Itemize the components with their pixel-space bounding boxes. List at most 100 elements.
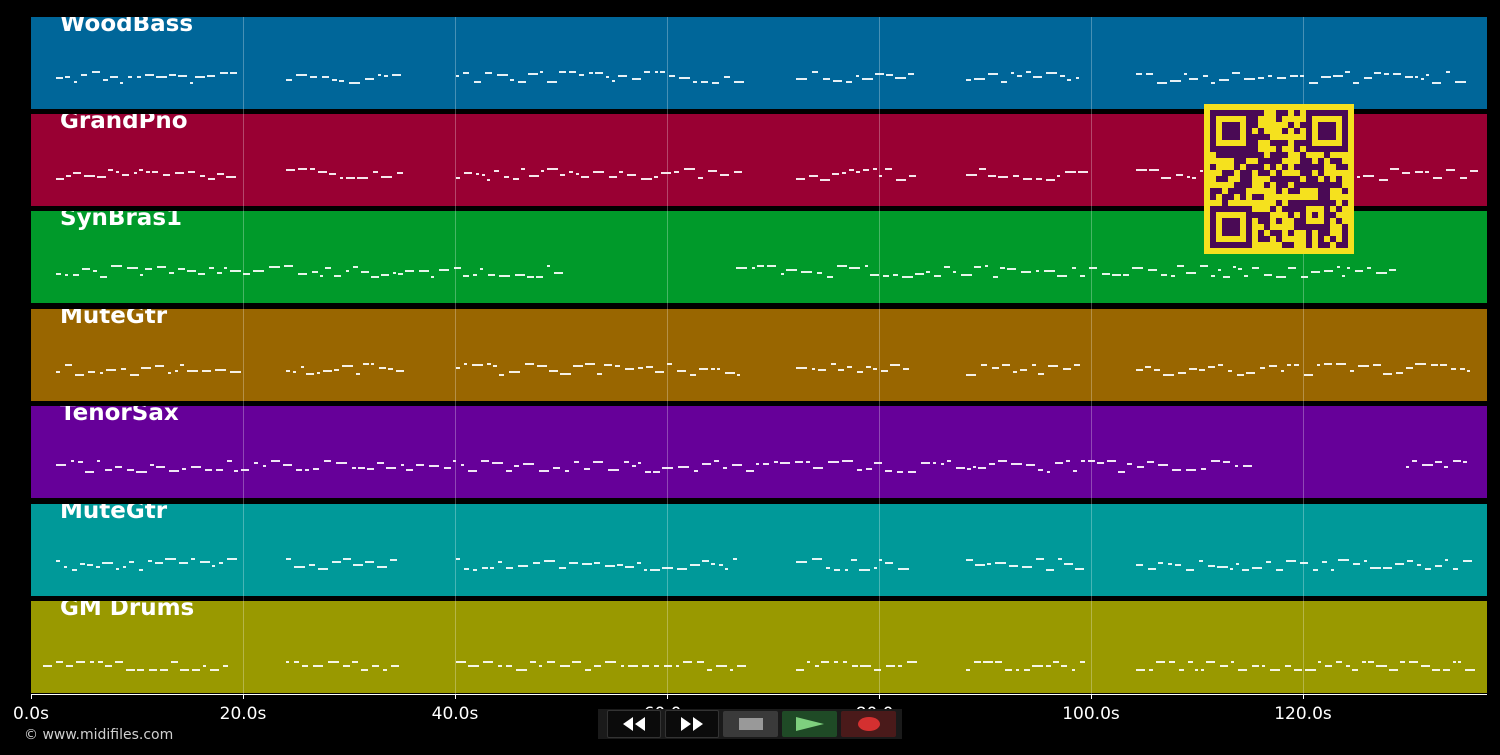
midi-note <box>296 469 302 471</box>
midi-note <box>373 171 378 173</box>
track-lane[interactable]: MuteGtr <box>31 504 1487 596</box>
midi-note <box>818 369 826 371</box>
midi-note <box>416 464 424 466</box>
grid-line <box>1303 17 1304 694</box>
midi-note <box>188 171 195 173</box>
midi-note <box>498 561 502 563</box>
midi-note <box>71 460 74 462</box>
midi-note <box>716 665 727 667</box>
midi-note <box>1305 669 1316 671</box>
midi-note <box>75 374 84 376</box>
midi-note <box>796 367 807 369</box>
track-lane[interactable]: TenorSax <box>31 406 1487 498</box>
midi-note <box>200 561 210 563</box>
midi-note <box>615 365 620 367</box>
midi-note <box>269 266 280 268</box>
midi-note <box>953 271 956 273</box>
midi-note <box>893 274 898 276</box>
midi-note <box>498 665 502 667</box>
midi-note <box>1370 567 1381 569</box>
midi-note <box>1325 665 1332 667</box>
midi-note <box>837 265 847 267</box>
midi-note <box>377 462 384 464</box>
midi-note <box>1432 669 1440 671</box>
stop-icon <box>738 718 763 730</box>
midi-note <box>168 372 171 374</box>
midi-note <box>1406 466 1409 468</box>
midi-note <box>146 171 150 173</box>
midi-note <box>1057 275 1067 277</box>
midi-note <box>989 463 995 465</box>
midi-note <box>1072 669 1075 671</box>
midi-note <box>1081 460 1085 462</box>
midi-note <box>1223 276 1230 278</box>
midi-note <box>573 365 583 367</box>
record-button[interactable] <box>841 711 896 737</box>
midi-note <box>597 373 602 375</box>
rewind-button[interactable] <box>607 710 661 738</box>
midi-note <box>1189 368 1197 370</box>
midi-note <box>967 468 971 470</box>
midi-note <box>509 371 520 373</box>
midi-note <box>1016 669 1019 671</box>
midi-note <box>849 169 854 171</box>
midi-note <box>661 172 671 174</box>
fast-forward-button[interactable] <box>665 710 719 738</box>
midi-note <box>662 467 673 469</box>
midi-note <box>74 81 77 83</box>
qr-code[interactable] <box>1204 104 1354 254</box>
grid-line <box>243 17 244 694</box>
midi-note <box>638 462 641 464</box>
midi-note <box>699 368 708 370</box>
midi-note <box>1102 273 1110 275</box>
midi-note <box>464 363 467 365</box>
midi-note <box>468 665 479 667</box>
midi-note <box>357 177 368 179</box>
midi-note <box>992 367 999 369</box>
midi-note <box>253 270 264 272</box>
midi-note <box>1322 561 1327 563</box>
midi-note <box>1384 73 1389 75</box>
midi-note <box>106 369 116 371</box>
midi-note <box>1383 373 1392 375</box>
midi-note <box>1127 463 1132 465</box>
midi-note <box>594 665 601 667</box>
midi-note <box>594 562 600 564</box>
midi-note <box>828 461 839 463</box>
play-button[interactable] <box>782 711 837 737</box>
midi-note <box>339 80 344 82</box>
track-lane[interactable]: GM Drums <box>31 601 1487 693</box>
midi-note <box>1200 170 1203 172</box>
midi-note <box>677 568 687 570</box>
midi-note <box>1301 276 1308 278</box>
midi-note <box>1373 364 1381 366</box>
midi-note <box>126 669 135 671</box>
midi-note <box>1218 364 1223 366</box>
midi-note <box>85 471 94 473</box>
midi-note <box>156 466 165 468</box>
midi-note <box>714 460 719 462</box>
midi-note <box>641 178 652 180</box>
midi-note <box>1435 461 1442 463</box>
midi-note <box>393 272 396 274</box>
midi-note <box>988 73 998 75</box>
midi-note <box>1046 569 1054 571</box>
midi-note <box>732 464 742 466</box>
midi-note <box>998 176 1008 178</box>
midi-note <box>585 363 595 365</box>
midi-note <box>1433 177 1442 179</box>
midi-note <box>1186 569 1194 571</box>
midi-note <box>128 76 132 78</box>
midi-note <box>1266 561 1271 563</box>
axis-tick <box>1091 694 1092 699</box>
track-lane[interactable]: WoodBass <box>31 17 1487 109</box>
midi-note <box>646 366 653 368</box>
stop-button[interactable] <box>723 711 778 737</box>
midi-note <box>56 371 60 373</box>
midi-note <box>65 76 70 78</box>
track-lane[interactable]: MuteGtr <box>31 309 1487 401</box>
midi-note <box>1407 560 1413 562</box>
midi-note <box>227 460 232 462</box>
midi-note <box>537 365 547 367</box>
midi-note <box>674 171 679 173</box>
